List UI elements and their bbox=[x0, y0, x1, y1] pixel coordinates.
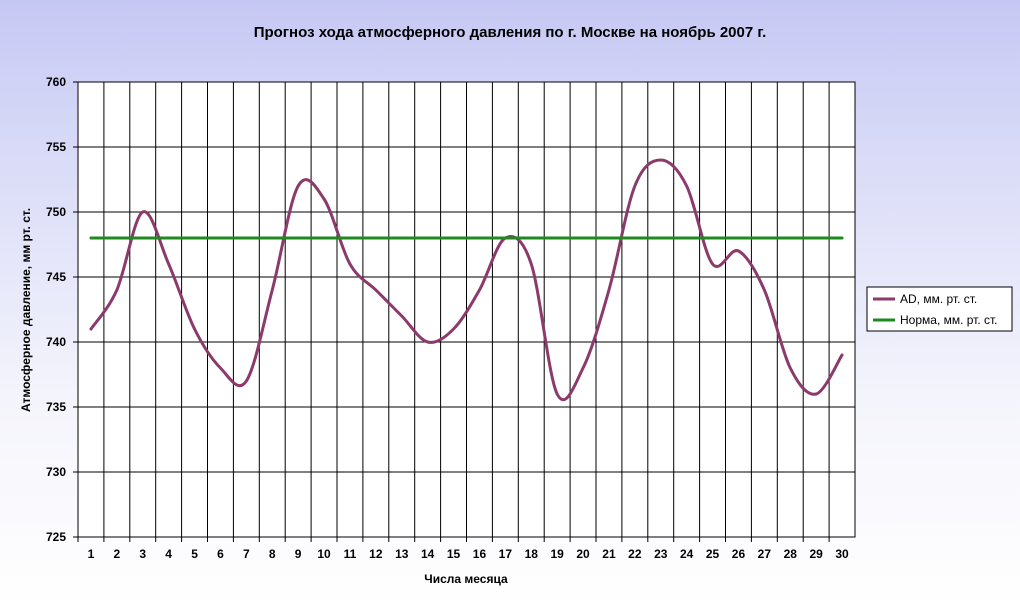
x-tick-label: 12 bbox=[369, 547, 383, 561]
x-tick-label: 29 bbox=[809, 547, 823, 561]
x-tick-label: 23 bbox=[654, 547, 668, 561]
y-tick-label: 725 bbox=[46, 530, 66, 544]
x-tick-label: 13 bbox=[395, 547, 409, 561]
x-axis-title: Числа месяца bbox=[424, 572, 508, 586]
x-tick-label: 14 bbox=[421, 547, 435, 561]
legend-label: Норма, мм. рт. ст. bbox=[900, 313, 998, 327]
plot-area bbox=[77, 81, 856, 538]
x-tick-label: 4 bbox=[165, 547, 172, 561]
x-tick-label: 17 bbox=[499, 547, 513, 561]
x-tick-label: 24 bbox=[680, 547, 694, 561]
x-tick-label: 25 bbox=[706, 547, 720, 561]
series-line-1 bbox=[89, 158, 844, 402]
x-tick-label: 15 bbox=[447, 547, 461, 561]
x-tick-label: 9 bbox=[295, 547, 302, 561]
legend: AD, мм. рт. ст. Норма, мм. рт. ст. bbox=[866, 286, 1013, 332]
x-tick-label: 3 bbox=[139, 547, 146, 561]
x-tick-label: 5 bbox=[191, 547, 198, 561]
chart-title: Прогноз хода атмосферного давления по г.… bbox=[254, 24, 767, 41]
x-tick-label: 28 bbox=[784, 547, 798, 561]
y-tick-label: 735 bbox=[46, 400, 66, 414]
y-tick-label: 730 bbox=[46, 465, 66, 479]
x-tick-label: 22 bbox=[628, 547, 642, 561]
x-tick-label: 18 bbox=[525, 547, 539, 561]
legend-box bbox=[866, 286, 1013, 332]
x-tick-label: 8 bbox=[269, 547, 276, 561]
x-tick-label: 2 bbox=[114, 547, 121, 561]
x-tick-label: 26 bbox=[732, 547, 746, 561]
y-tick-label: 760 bbox=[46, 75, 66, 89]
y-tick-label: 745 bbox=[46, 270, 66, 284]
y-tick-label: 750 bbox=[46, 205, 66, 219]
legend-label: AD, мм. рт. ст. bbox=[900, 292, 977, 306]
x-tick-label: 27 bbox=[758, 547, 772, 561]
x-tick-label: 1 bbox=[88, 547, 95, 561]
x-tick-label: 7 bbox=[243, 547, 250, 561]
y-tick-label: 755 bbox=[46, 140, 66, 154]
x-tick-label: 19 bbox=[550, 547, 564, 561]
y-axis-ticks: 725 730 735 740 745 750 755 760 bbox=[46, 75, 78, 544]
x-axis-ticks: 1 2 3 4 5 6 7 8 9 10 11 12 13 14 15 16 17 18 19 20 21 22 23 24 2… bbox=[77, 537, 849, 561]
x-tick-label: 16 bbox=[473, 547, 487, 561]
y-tick-label: 740 bbox=[46, 335, 66, 349]
x-tick-label: 20 bbox=[576, 547, 590, 561]
x-tick-label: 11 bbox=[344, 547, 357, 561]
x-tick-label: 30 bbox=[835, 547, 849, 561]
series-lines bbox=[89, 158, 844, 402]
x-tick-label: 10 bbox=[317, 547, 331, 561]
x-tick-label: 6 bbox=[217, 547, 224, 561]
y-axis-title: Атмосферное давление, мм рт. ст. bbox=[19, 208, 33, 412]
x-tick-label: 21 bbox=[602, 547, 616, 561]
